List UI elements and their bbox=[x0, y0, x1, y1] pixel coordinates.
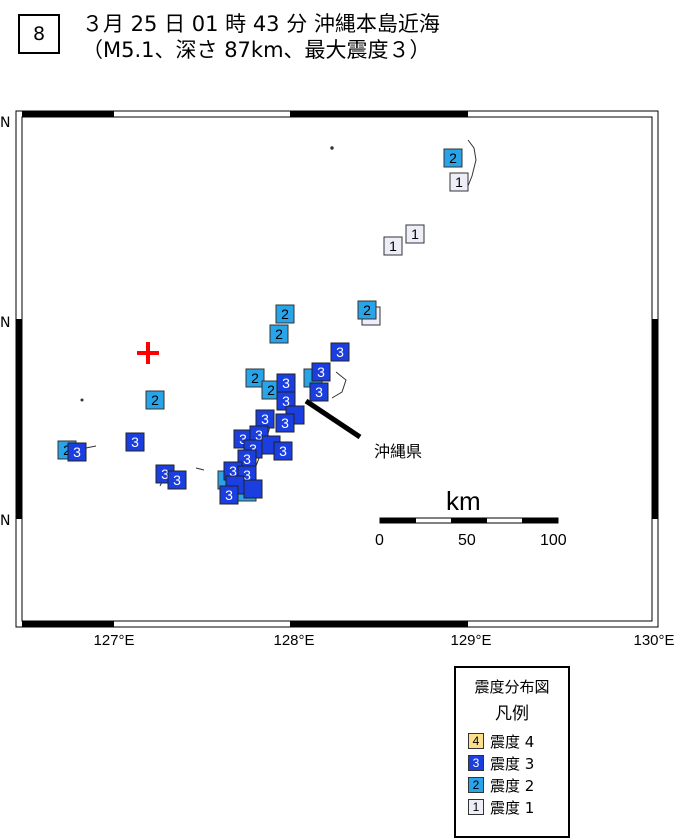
svg-text:3: 3 bbox=[281, 415, 289, 431]
intensity-1-marker: 1 bbox=[383, 236, 403, 256]
lon-label-127: 127°E bbox=[93, 632, 135, 649]
svg-text:3: 3 bbox=[239, 431, 247, 447]
figure-number: 8 bbox=[18, 14, 60, 54]
okinawa-label: 沖縄県 bbox=[374, 442, 423, 461]
intensity-1-swatch-icon: 1 bbox=[468, 799, 484, 815]
scale-bar bbox=[379, 517, 559, 524]
okinawa-leader-line bbox=[304, 398, 362, 440]
svg-text:3: 3 bbox=[282, 393, 290, 409]
intensity-3-marker: 3 bbox=[67, 442, 87, 462]
svg-text:3: 3 bbox=[315, 384, 323, 400]
svg-text:3: 3 bbox=[243, 451, 251, 467]
intensity-3-marker: 3 bbox=[219, 485, 239, 505]
intensity-markers: 1 1 1 2 2 2 2 2 2 2 2 3 3 3 3 3 3 3 3 3 … bbox=[57, 148, 469, 505]
svg-text:2: 2 bbox=[449, 150, 457, 166]
legend-item-2: 2 震度 2 bbox=[468, 774, 568, 796]
svg-text:3: 3 bbox=[255, 427, 263, 443]
svg-text:2: 2 bbox=[281, 306, 289, 322]
intensity-4-swatch-icon: 4 bbox=[468, 733, 484, 749]
scale-tick-100: 100 bbox=[540, 532, 567, 549]
svg-text:2: 2 bbox=[267, 382, 275, 398]
svg-text:2: 2 bbox=[63, 442, 71, 458]
lon-label-129: 129°E bbox=[450, 632, 492, 649]
svg-text:3: 3 bbox=[131, 434, 139, 450]
intensity-2-marker: 2 bbox=[269, 324, 289, 344]
intensity-2-swatch-icon: 2 bbox=[468, 777, 484, 793]
intensity-3-marker: 3 bbox=[273, 441, 293, 461]
svg-text:2: 2 bbox=[251, 370, 259, 386]
legend-item-label: 震度 4 bbox=[490, 732, 535, 751]
intensity-3-marker: 3 bbox=[330, 342, 350, 362]
lat-label-top: N bbox=[0, 115, 11, 131]
intensity-3-marker: 3 bbox=[167, 470, 187, 490]
legend-subtitle: 凡例 bbox=[495, 704, 529, 724]
scale-title: km bbox=[446, 486, 481, 516]
svg-text:2: 2 bbox=[363, 302, 371, 318]
lon-label-128: 128°E bbox=[273, 632, 315, 649]
svg-text:3: 3 bbox=[161, 466, 169, 482]
intensity-1-marker: 1 bbox=[405, 224, 425, 244]
event-details: （M5.1、深さ 87km、最大震度３） bbox=[82, 38, 431, 62]
intensity-legend: 震度分布図 凡例 4 震度 4 3 震度 3 2 震度 2 1 震度 1 bbox=[454, 666, 570, 838]
legend-item-1: 1 震度 1 bbox=[468, 796, 568, 818]
svg-text:1: 1 bbox=[455, 174, 463, 190]
svg-text:3: 3 bbox=[243, 467, 251, 483]
intensity-3-marker: 3 bbox=[255, 409, 275, 429]
legend-item-4: 4 震度 4 bbox=[468, 730, 568, 752]
intensity-3-marker: 3 bbox=[125, 432, 145, 452]
intensity-2-marker: 2 bbox=[145, 390, 165, 410]
legend-item-label: 震度 1 bbox=[490, 798, 535, 817]
svg-text:3: 3 bbox=[73, 444, 81, 460]
epicenter-cross-icon bbox=[137, 342, 159, 364]
svg-text:3: 3 bbox=[229, 463, 237, 479]
intensity-2-marker: 2 bbox=[357, 300, 377, 320]
svg-text:3: 3 bbox=[261, 411, 269, 427]
svg-text:3: 3 bbox=[317, 364, 325, 380]
intensity-1-marker: 1 bbox=[449, 172, 469, 192]
svg-text:3: 3 bbox=[173, 472, 181, 488]
intensity-3-marker: 3 bbox=[309, 382, 329, 402]
intensity-3-marker bbox=[243, 479, 263, 499]
lat-label-bottom: N bbox=[0, 513, 11, 529]
svg-text:2: 2 bbox=[151, 392, 159, 408]
intensity-3-marker: 3 bbox=[311, 362, 331, 382]
svg-text:1: 1 bbox=[411, 226, 419, 242]
lon-label-130: 130°E bbox=[633, 632, 675, 649]
intensity-2-marker: 2 bbox=[275, 304, 295, 324]
legend-item-label: 震度 3 bbox=[490, 754, 535, 773]
lat-label-middle: N bbox=[0, 315, 11, 331]
svg-text:2: 2 bbox=[275, 326, 283, 342]
intensity-3-swatch-icon: 3 bbox=[468, 755, 484, 771]
scale-tick-0: 0 bbox=[375, 532, 384, 549]
legend-item-3: 3 震度 3 bbox=[468, 752, 568, 774]
intensity-2-marker: 2 bbox=[443, 148, 463, 168]
svg-text:3: 3 bbox=[249, 441, 257, 457]
svg-text:3: 3 bbox=[225, 487, 233, 503]
event-title: ３月 25 日 01 時 43 分 沖縄本島近海 bbox=[82, 12, 440, 36]
legend-title: 震度分布図 bbox=[474, 678, 550, 696]
svg-text:3: 3 bbox=[282, 375, 290, 391]
intensity-3-marker: 3 bbox=[276, 373, 296, 393]
scale-tick-50: 50 bbox=[458, 532, 476, 549]
map-frame bbox=[15, 110, 659, 628]
svg-text:3: 3 bbox=[336, 344, 344, 360]
intensity-3-marker: 3 bbox=[275, 413, 295, 433]
svg-text:1: 1 bbox=[389, 238, 397, 254]
svg-text:3: 3 bbox=[279, 443, 287, 459]
intensity-2-marker: 2 bbox=[245, 368, 265, 388]
legend-item-label: 震度 2 bbox=[490, 776, 535, 795]
